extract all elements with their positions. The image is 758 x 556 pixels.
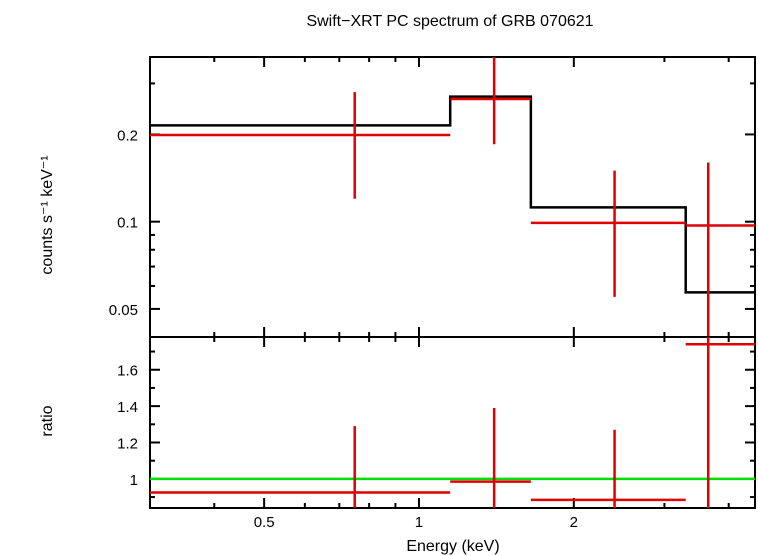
x-tick-label: 0.5 (254, 514, 275, 531)
spectrum-data-point (685, 162, 755, 337)
x-axis-label: Energy (keV) (406, 538, 499, 555)
ratio-y-axis-label: ratio (39, 405, 56, 436)
spectrum-y-tick-label: 0.1 (117, 215, 138, 232)
ratio-y-tick-label: 1.2 (117, 436, 138, 453)
ratio-data-point (450, 407, 531, 508)
spectrum-data-point (530, 170, 686, 297)
ratio-data-point (150, 426, 451, 508)
ratio-frame (149, 336, 756, 509)
ratio-data-point (685, 337, 755, 508)
ratio-y-tick-label: 1 (130, 472, 138, 489)
chart-title: Swift−XRT PC spectrum of GRB 070621 (306, 13, 593, 30)
ratio-panel: 0.5 1 2 1 1.2 1.4 1.6 (117, 336, 756, 531)
ratio-y-tick-label: 1.4 (117, 399, 138, 416)
spectrum-y-tick-label: 0.2 (117, 127, 138, 144)
ratio-y-tick-label: 1.6 (117, 363, 138, 380)
spectrum-panel: 0.05 0.1 0.2 (109, 56, 756, 338)
model-step-line (150, 95, 755, 294)
ratio-data-point (530, 429, 686, 508)
spectrum-data-point (450, 57, 531, 145)
x-tick-label: 2 (570, 514, 578, 531)
x-tick-label: 1 (415, 514, 423, 531)
spectrum-y-axis-label: counts s⁻¹ keV⁻¹ (39, 155, 56, 274)
spectrum-y-tick-label: 0.05 (109, 302, 138, 319)
spectrum-data-point (150, 92, 451, 199)
